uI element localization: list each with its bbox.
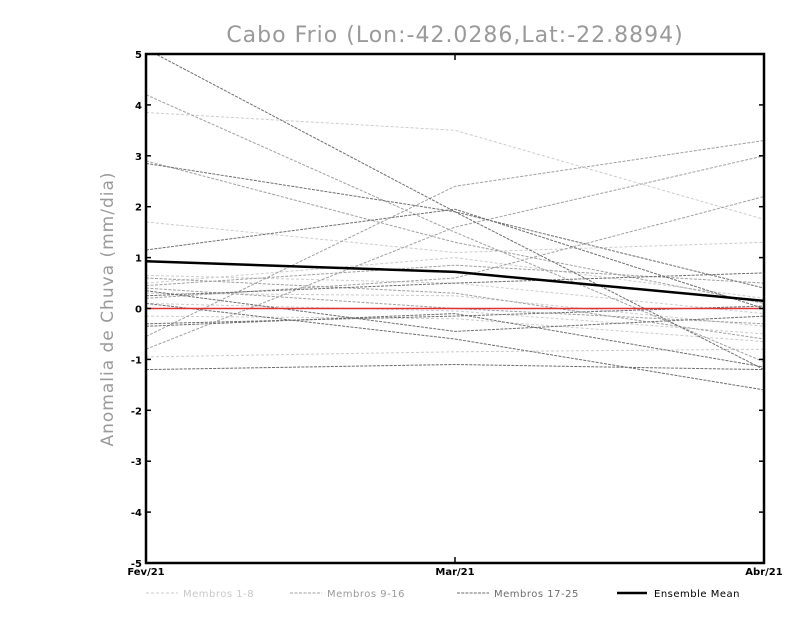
member-line-g3-19 — [146, 208, 764, 309]
member-line-g1-2 — [146, 221, 764, 254]
y-axis-ticks: -5 -4 -3 -2 -1 0 1 2 3 4 5 — [131, 50, 764, 570]
member-line-g1-7 — [146, 257, 764, 299]
x-tick-label: Fev/21 — [127, 567, 164, 578]
member-line-g3-24 — [146, 272, 764, 297]
ensemble-mean-line — [146, 259, 764, 303]
y-tick-label: -5 — [131, 559, 142, 570]
member-line-g1-6 — [146, 348, 764, 358]
member-line-g3-18 — [146, 162, 764, 289]
y-tick-label: 2 — [135, 203, 142, 214]
x-axis-ticks: Fev/21 Mar/21 Abr/21 — [127, 54, 783, 578]
series-lines — [146, 54, 764, 391]
member-line-g2-11 — [146, 140, 764, 337]
y-tick-label: -1 — [131, 355, 142, 366]
member-line-g1-1 — [146, 112, 764, 220]
member-line-g3-22 — [146, 363, 764, 371]
y-tick-label: -2 — [131, 406, 142, 417]
legend-label-mean: Ensemble Mean — [654, 589, 740, 600]
member-line-g2-10 — [146, 160, 764, 304]
member-line-g3-20 — [146, 290, 764, 332]
y-tick-label: 0 — [135, 305, 142, 316]
y-axis-label: Anomalia de Chuva (mm/dia) — [98, 171, 118, 446]
member-line-g1-3 — [146, 274, 764, 315]
chart-title: Cabo Frio (Lon:-42.0286,Lat:-22.8894) — [226, 23, 683, 48]
x-tick-label: Abr/21 — [745, 567, 782, 578]
x-tick-label: Mar/21 — [435, 567, 474, 578]
member-line-g2-13 — [146, 196, 764, 299]
member-line-g2-9 — [146, 94, 764, 363]
legend-label-g1: Membros 1-8 — [183, 589, 254, 600]
member-line-g1-4 — [146, 292, 764, 327]
y-tick-label: 5 — [135, 50, 142, 61]
member-line-g3-25 — [146, 305, 764, 325]
y-tick-label: 3 — [135, 152, 142, 163]
member-line-g1-5 — [146, 315, 764, 343]
y-tick-label: 4 — [135, 101, 142, 112]
legend-label-g3: Membros 17-25 — [494, 589, 579, 600]
member-line-g2-14 — [146, 287, 764, 325]
y-tick-label: -3 — [131, 457, 142, 468]
member-line-g3-21 — [146, 313, 764, 368]
y-tick-label: -4 — [131, 508, 142, 519]
member-line-g2-15 — [146, 277, 764, 340]
legend-label-g2: Membros 9-16 — [327, 589, 405, 600]
member-line-g3-23 — [146, 302, 764, 391]
legend: Membros 1-8 Membros 9-16 Membros 17-25 Ense… — [146, 589, 740, 600]
y-tick-label: 1 — [135, 254, 142, 265]
member-line-g1-8 — [146, 302, 764, 335]
